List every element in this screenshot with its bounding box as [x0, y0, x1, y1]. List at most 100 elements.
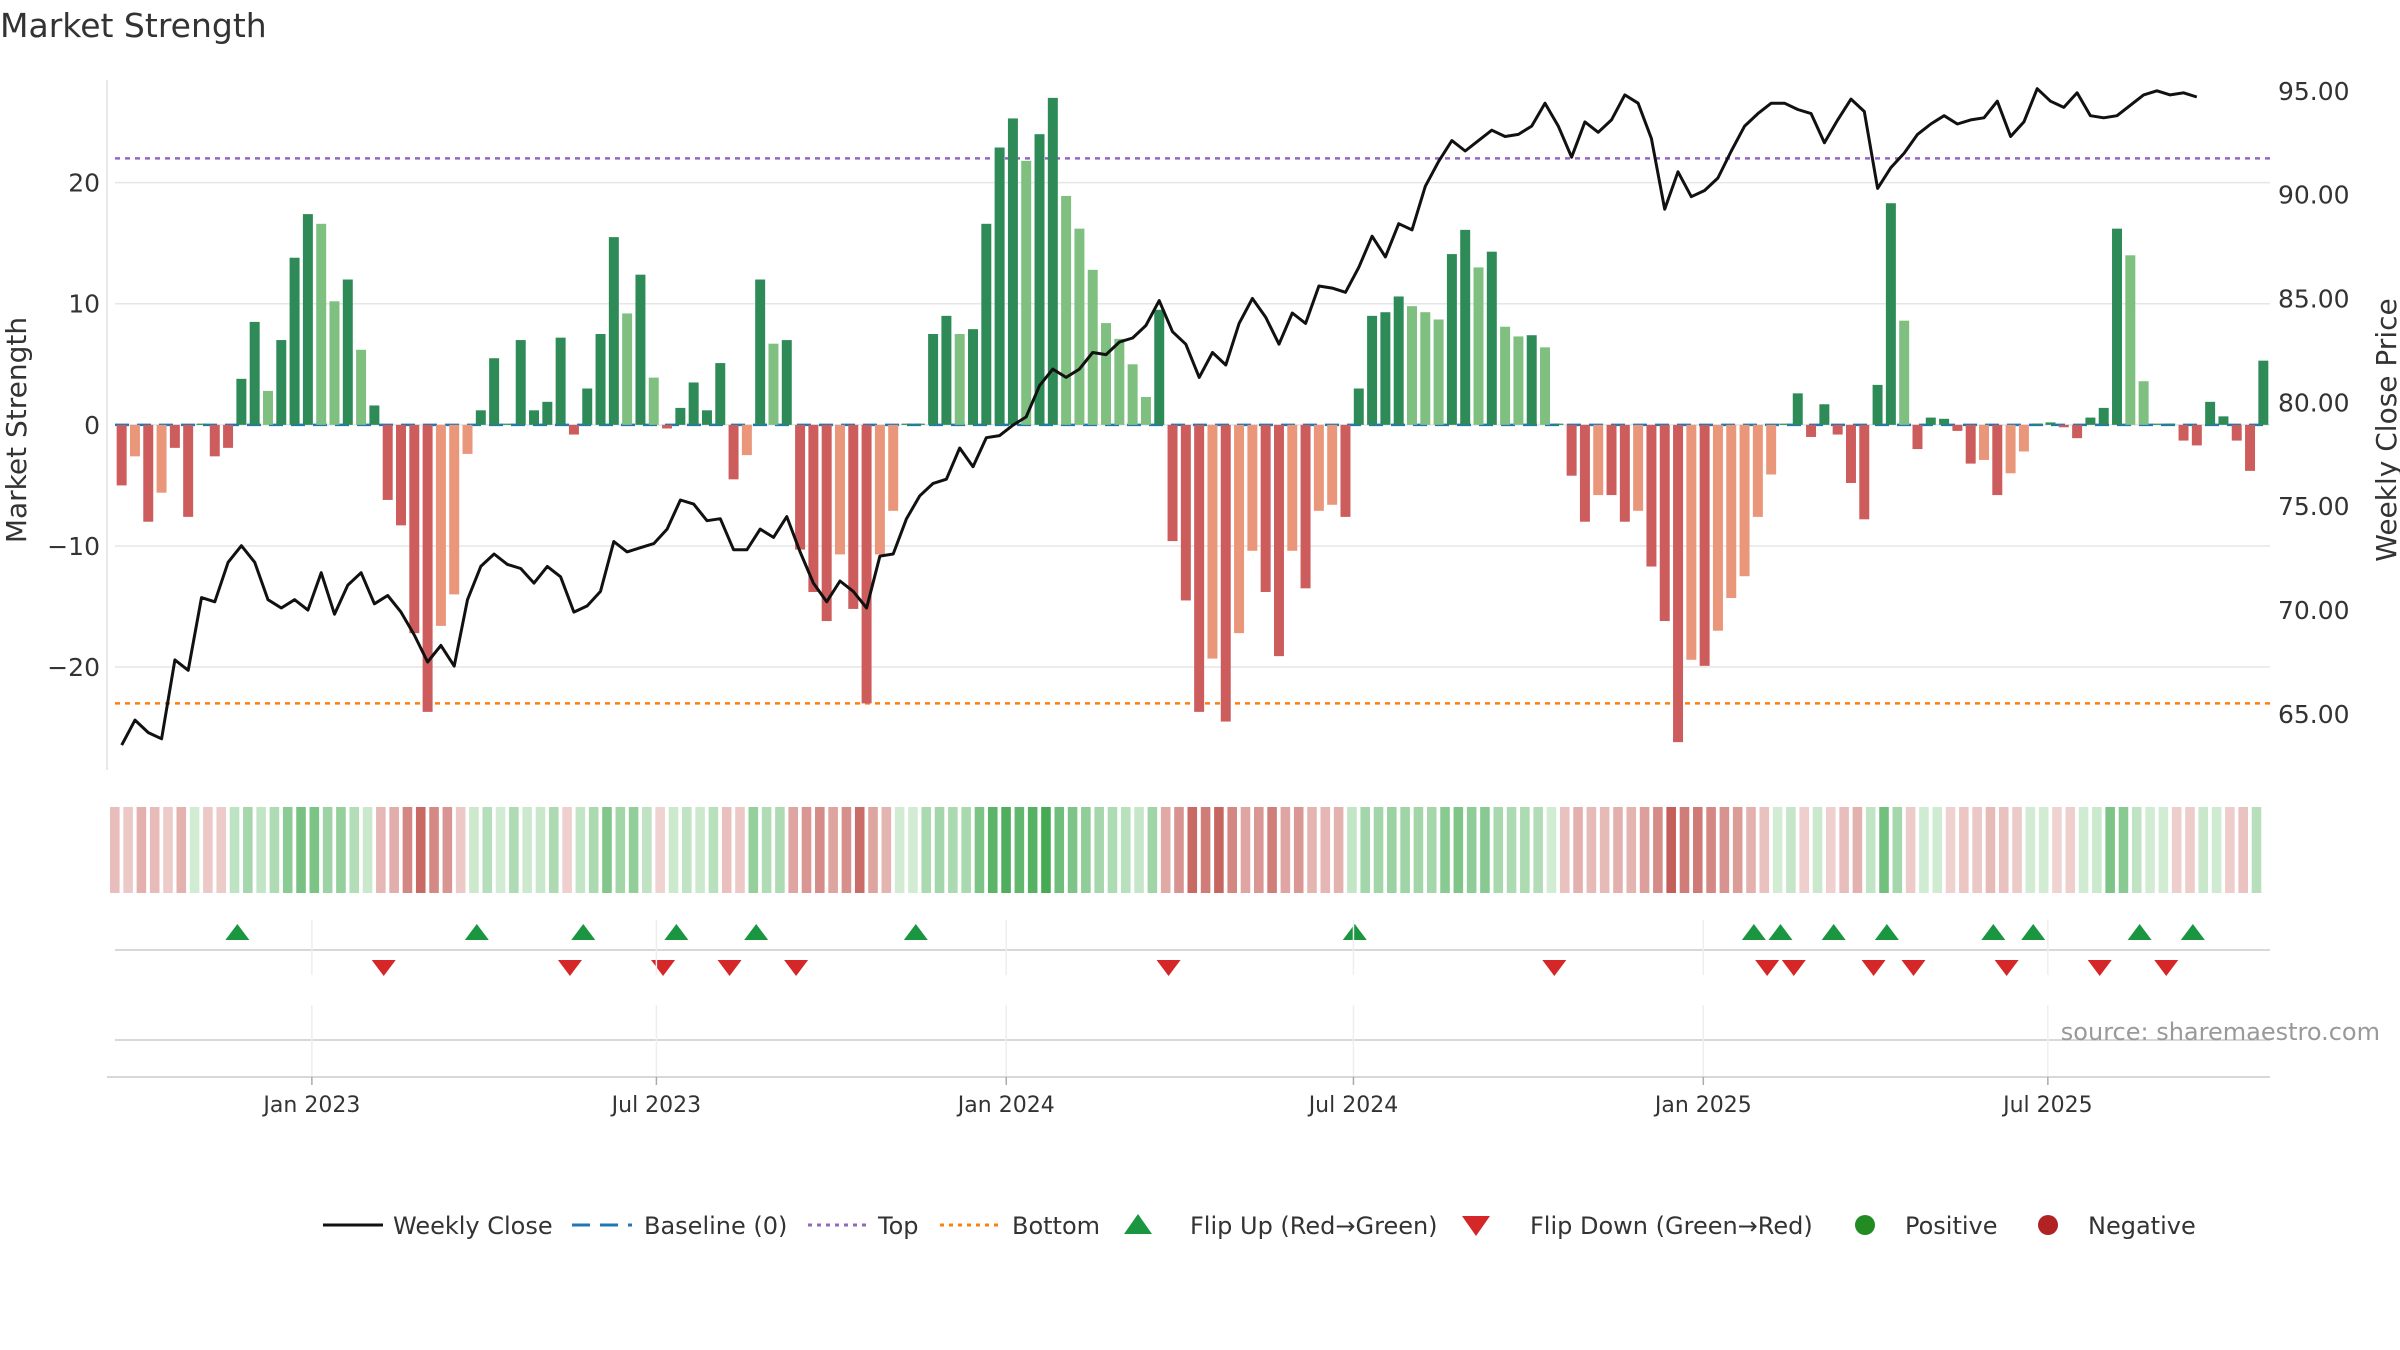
heat-cell: [1480, 807, 1490, 893]
flip-markers-panel: [115, 920, 2270, 976]
heat-cell: [1945, 807, 1956, 893]
heat-cell: [349, 807, 360, 893]
strength-bar: [2085, 417, 2096, 425]
heat-cell: [1400, 807, 1410, 893]
heat-cell: [2198, 807, 2209, 893]
strength-bar: [1726, 424, 1737, 599]
heat-cell: [1959, 807, 1969, 893]
heat-cell: [1626, 807, 1637, 893]
strength-bar: [622, 313, 633, 425]
heat-cell: [429, 807, 439, 893]
heat-cell: [748, 807, 759, 893]
strength-bar: [1486, 251, 1497, 425]
legend-item-positive: Positive: [1855, 1212, 1998, 1240]
strength-bar: [1832, 424, 1843, 435]
heat-cell: [1174, 807, 1184, 893]
flip-up-marker: [1981, 924, 2006, 940]
strength-bar: [1779, 423, 1790, 425]
strength-bar: [1420, 312, 1431, 425]
x-tick-label: Jan 2025: [1653, 1093, 1752, 1118]
y-axis-right-label: Weekly Close Price: [2370, 298, 2400, 561]
heat-cell: [216, 807, 226, 893]
legend-item-weekly-close: Weekly Close: [323, 1212, 553, 1240]
heat-cell: [854, 807, 865, 893]
heat-cell: [615, 807, 626, 893]
strength-bar: [1593, 424, 1604, 496]
heat-cell: [229, 807, 240, 893]
y-axis-left-label: Market Strength: [0, 317, 33, 543]
strength-bar: [1965, 424, 1976, 464]
heat-cell: [2025, 807, 2036, 893]
strength-bar: [1101, 323, 1112, 425]
heat-cell: [2251, 807, 2262, 893]
legend-item-negative: Negative: [2038, 1212, 2196, 1240]
strength-bar: [369, 405, 380, 425]
strength-bar: [276, 340, 287, 425]
heat-cell: [1706, 807, 1716, 893]
heat-cell: [1120, 807, 1131, 893]
heat-cell: [2185, 807, 2195, 893]
strength-bar: [342, 279, 353, 425]
strength-bar: [648, 377, 659, 425]
heat-cell: [602, 807, 612, 893]
strength-bar: [196, 423, 207, 425]
heat-cell: [1905, 807, 1916, 893]
strength-bar: [1167, 424, 1178, 542]
strength-bar: [1673, 424, 1684, 743]
strength-bar: [1114, 338, 1125, 425]
y-left-tick-label: −10: [47, 532, 100, 561]
y-right-tick-label: 80.00: [2278, 388, 2350, 417]
strength-bar: [941, 315, 952, 425]
flip-down-marker: [2087, 960, 2112, 976]
flip-up-marker: [664, 924, 689, 940]
strength-bar: [1979, 424, 1989, 460]
strength-bar: [1154, 309, 1165, 425]
heat-cell: [415, 807, 426, 893]
strength-bar: [1021, 160, 1032, 425]
strength-bar: [449, 424, 460, 595]
strength-bar: [1952, 424, 1963, 431]
strength-bar: [1074, 228, 1085, 425]
strength-bar: [2165, 423, 2176, 425]
legend-negative-dot-icon: [2038, 1215, 2058, 1235]
strength-bar: [1407, 306, 1417, 425]
heat-cell: [1865, 807, 1876, 893]
heat-cell: [1227, 807, 1237, 893]
y-right-tick-label: 65.00: [2278, 700, 2350, 729]
strength-bar: [1619, 424, 1630, 522]
strength-bar: [1566, 424, 1577, 476]
strength-bar: [1885, 203, 1896, 425]
strength-bar: [968, 329, 978, 425]
strength-bar: [396, 424, 406, 526]
flip-down-marker: [1901, 960, 1926, 976]
x-tick-label: Jan 2024: [956, 1093, 1055, 1118]
heat-cell: [389, 807, 399, 893]
heat-cell: [1919, 807, 1929, 893]
heat-cell: [203, 807, 213, 893]
strength-bar: [715, 363, 726, 425]
strength-bar: [741, 424, 752, 456]
strength-bar: [1845, 424, 1856, 483]
heat-cell: [2238, 807, 2248, 893]
heat-cell: [2158, 807, 2169, 893]
strength-bar: [409, 424, 420, 634]
heat-cell: [482, 807, 493, 893]
strength-bar: [928, 334, 939, 425]
heat-cell: [2145, 807, 2155, 893]
strength-bar: [1220, 424, 1231, 722]
heat-cell: [2078, 807, 2089, 893]
strength-bar: [1806, 424, 1817, 437]
heat-cell: [1214, 807, 1224, 893]
strength-bar: [1433, 319, 1444, 425]
heat-cell: [1426, 807, 1437, 893]
flip-up-marker: [464, 924, 489, 940]
strength-bar: [1939, 418, 1950, 425]
strength-bar: [1633, 424, 1644, 511]
heat-cell: [894, 807, 905, 893]
strength-bar: [1287, 424, 1298, 551]
heat-cell: [2012, 807, 2022, 893]
flip-down-marker: [557, 960, 582, 976]
strength-bar: [582, 388, 593, 425]
strength-bar: [888, 424, 899, 511]
